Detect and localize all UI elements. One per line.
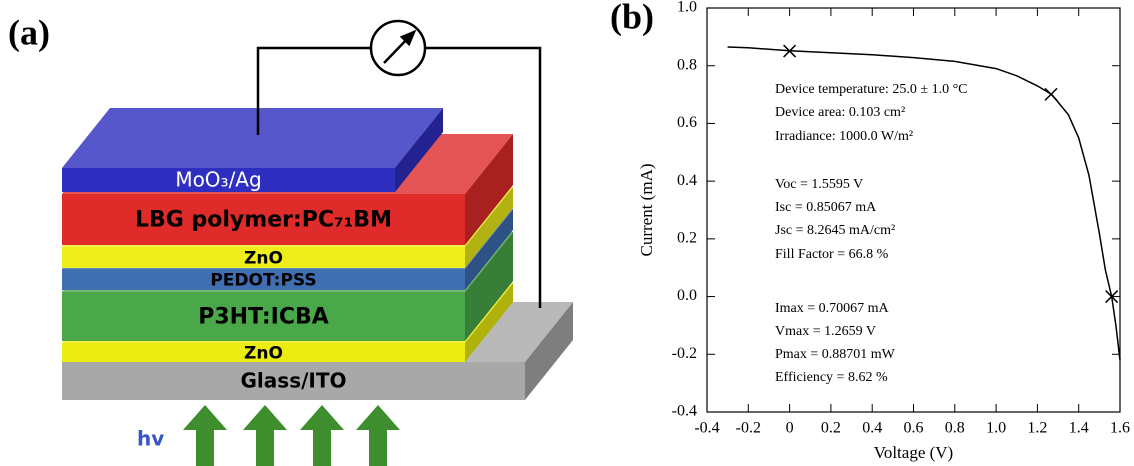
y-tick-label: 1.0 — [677, 0, 697, 16]
arrow — [356, 405, 400, 466]
y-tick-label: 0.6 — [677, 114, 697, 131]
annotation: Isc = 0.85067 mA — [775, 200, 877, 215]
x-tick-label: -0.4 — [694, 420, 719, 437]
layer-label: PEDOT:PSS — [210, 271, 316, 291]
light-label: hv — [137, 427, 164, 451]
annotation: Irradiance: 1000.0 W/m² — [775, 129, 913, 144]
point-marker — [1045, 88, 1057, 100]
arrow — [243, 405, 287, 466]
y-tick-label: 0.4 — [677, 172, 697, 189]
y-tick-label: 0.2 — [677, 230, 697, 247]
plot-frame — [707, 8, 1120, 412]
y-tick-label: -0.4 — [672, 403, 697, 420]
layer-label: ZnO — [244, 249, 283, 269]
layer-highlight — [62, 108, 443, 168]
arrow — [183, 405, 227, 466]
y-axis-label: Current (mA) — [637, 163, 656, 256]
annotation: Jsc = 8.2645 mA/cm² — [775, 223, 895, 238]
x-tick-label: 1.4 — [1069, 420, 1089, 437]
x-tick-label: 0.8 — [945, 420, 965, 437]
chart: -0.4 -0.2 0.0 0.2 0.4 0.6 0.8 1.0 -0.4 -0.2 0 0.2 0.… — [637, 0, 1130, 462]
x-tick-label: 0.4 — [862, 420, 882, 437]
y-tick-label: 0.0 — [677, 287, 697, 304]
x-tick-label: 0 — [786, 420, 794, 437]
annotation: Device area: 0.103 cm² — [775, 105, 905, 120]
layer-label: ZnO — [244, 344, 283, 364]
layer-label: MoO₃/Ag — [175, 168, 261, 192]
panel-label: (a) — [8, 12, 50, 52]
layer-label: P3HT:ICBA — [198, 305, 329, 330]
annotation: Device temperature: 25.0 ± 1.0 °C — [775, 82, 968, 97]
x-tick-label: 1.6 — [1110, 420, 1130, 437]
x-tick-label: 1.2 — [1027, 420, 1047, 437]
x-tick-label: -0.2 — [736, 420, 761, 437]
layer-label: Glass/ITO — [241, 369, 347, 393]
y-tick-label: -0.2 — [672, 345, 697, 362]
annotation: Voc = 1.5595 V — [775, 177, 863, 192]
layer-label: LBG polymer:PC₇₁BM — [135, 208, 392, 233]
panel-label: (b) — [610, 0, 654, 36]
x-tick-label: 0.2 — [821, 420, 841, 437]
light-arrows — [183, 405, 400, 466]
figure: (a) (b) Glass/ITOZnOP3HT:ICBAPEDOT:PSSZn… — [0, 0, 1134, 466]
annotation: Efficiency = 8.62 % — [775, 370, 888, 385]
x-tick-label: 1.0 — [986, 420, 1006, 437]
annotation: Imax = 0.70067 mA — [775, 301, 890, 316]
y-tick-label: 0.8 — [677, 56, 697, 73]
x-axis-label: Voltage (V) — [874, 443, 953, 462]
x-tick-label: 0.6 — [904, 420, 924, 437]
arrow — [300, 405, 344, 466]
annotation: Pmax = 0.88701 mW — [775, 347, 896, 362]
annotation: Vmax = 1.2659 V — [775, 324, 876, 339]
annotation: Fill Factor = 66.8 % — [775, 247, 889, 262]
